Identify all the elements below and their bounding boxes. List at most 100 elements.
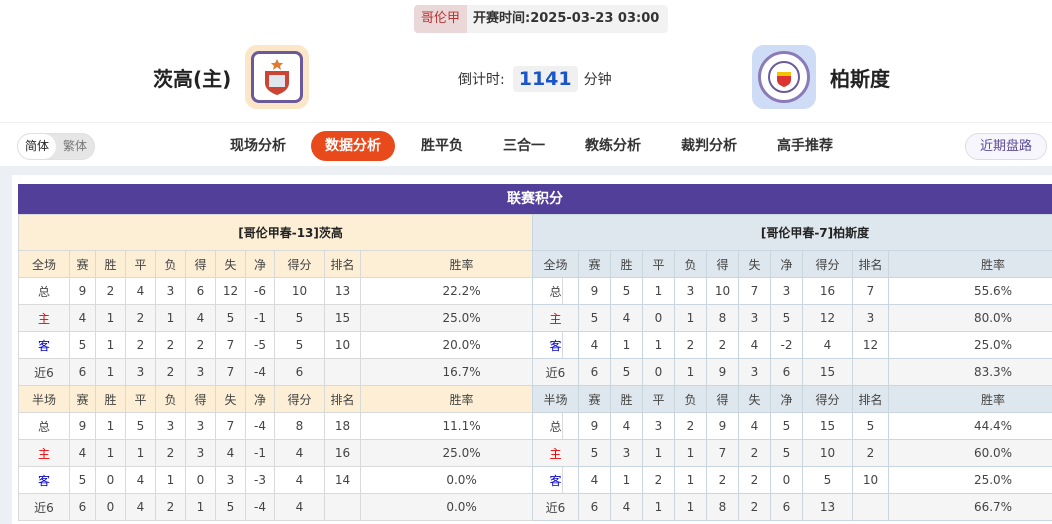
- column-header: 赛: [578, 250, 611, 278]
- column-header: 负: [155, 385, 186, 413]
- row-label: 客: [18, 466, 70, 494]
- table-cell: 13: [324, 277, 361, 305]
- team-label: [哥伦甲春-13]茨高: [17, 214, 564, 251]
- table-cell: 3: [185, 412, 216, 440]
- tab-live-analysis[interactable]: 现场分析: [230, 138, 286, 154]
- table-row: 近6 6 5 0 1 9 3 6 15 83.3%: [532, 358, 1052, 386]
- column-header: 全场: [18, 250, 70, 278]
- column-header: 赛: [578, 385, 611, 413]
- table-cell: 2: [738, 466, 771, 494]
- column-header: 净: [770, 385, 803, 413]
- table-cell: 66.7%: [888, 493, 1052, 521]
- table-cell: 6: [578, 493, 611, 521]
- table-cell: 9: [69, 412, 96, 440]
- table-cell: 18: [324, 412, 361, 440]
- table-row: 近6 6 1 3 2 3 7 -4 6 16.7%: [18, 358, 564, 386]
- table-cell: 15: [324, 304, 361, 332]
- table-row: 主 4 1 2 1 4 5 -1 5 15 25.0%: [18, 304, 564, 332]
- table-cell: -6: [245, 277, 275, 305]
- lang-simplified[interactable]: 简体: [18, 134, 57, 159]
- team-label: [哥伦甲春-7]柏斯度: [532, 214, 1052, 251]
- table-cell: 5: [770, 439, 803, 467]
- column-header: 胜率: [888, 250, 1052, 278]
- tab-coach-analysis[interactable]: 教练分析: [585, 138, 641, 154]
- table-cell: -3: [245, 466, 275, 494]
- lang-traditional[interactable]: 繁体: [63, 139, 88, 153]
- table-cell: 1: [642, 493, 675, 521]
- table-cell: 25.0%: [888, 331, 1052, 359]
- table-cell: 4: [610, 493, 643, 521]
- tab-expert-picks[interactable]: 高手推荐: [777, 138, 833, 154]
- tab-data-analysis[interactable]: 数据分析: [311, 131, 395, 161]
- full-header-row: 全场赛胜平负得失净得分 排名 胜率: [532, 250, 1052, 278]
- table-cell: 3: [185, 439, 216, 467]
- column-header: 得分: [274, 250, 325, 278]
- table-cell: 1: [674, 358, 707, 386]
- table-cell: 2: [95, 277, 126, 305]
- tab-referee-analysis[interactable]: 裁判分析: [681, 138, 737, 154]
- table-cell: 7: [215, 412, 246, 440]
- table-row: 客 4 1 2 1 2 2 0 5 10 25.0%: [532, 466, 1052, 494]
- recent-odds-button[interactable]: 近期盘路: [965, 133, 1047, 160]
- table-cell: 0.0%: [359, 493, 564, 521]
- tab-three-in-one[interactable]: 三合一: [503, 138, 545, 154]
- table-cell: 3: [852, 304, 889, 332]
- column-header: 排名: [324, 250, 361, 278]
- row-label: 总: [532, 277, 579, 305]
- table-cell: 10: [802, 439, 853, 467]
- table-cell: 25.0%: [359, 439, 564, 467]
- table-cell: 14: [324, 466, 361, 494]
- column-header: 半场: [18, 385, 70, 413]
- table-cell: 2: [155, 358, 186, 386]
- countdown: 倒计时: 1141 分钟: [458, 66, 612, 92]
- away-standings-table: [哥伦甲春-7]柏斯度 全场赛胜平负得失净得分 排名 胜率总 9 5 1 3 10 7 3 16 7 55…: [532, 214, 1052, 521]
- table-cell: 5: [274, 304, 325, 332]
- table-cell: 0: [642, 358, 675, 386]
- table-cell: 3: [185, 358, 216, 386]
- table-cell: 1: [610, 466, 643, 494]
- table-cell: 1: [674, 466, 707, 494]
- column-header: 负: [155, 250, 186, 278]
- table-cell: 2: [674, 412, 707, 440]
- home-team-name: 茨高(主): [153, 66, 232, 91]
- table-cell: 2: [852, 439, 889, 467]
- table-cell: 4: [578, 331, 611, 359]
- away-team-name: 柏斯度: [830, 66, 890, 91]
- table-cell: 2: [155, 493, 186, 521]
- column-header: 得: [706, 385, 739, 413]
- row-label: 主: [18, 439, 70, 467]
- table-cell: 1: [95, 304, 126, 332]
- table-cell: 1: [95, 412, 126, 440]
- table-cell: 10: [274, 277, 325, 305]
- table-cell: 3: [610, 439, 643, 467]
- table-cell: -1: [245, 439, 275, 467]
- language-toggle[interactable]: 简体 繁体: [17, 133, 96, 160]
- table-cell: 15: [802, 412, 853, 440]
- away-team[interactable]: 柏斯度: [752, 45, 890, 109]
- table-cell: 5: [215, 304, 246, 332]
- column-header: 负: [674, 385, 707, 413]
- table-row: 近6 6 4 1 1 8 2 6 13 66.7%: [532, 493, 1052, 521]
- table-cell: 11.1%: [359, 412, 564, 440]
- league-badge[interactable]: 哥伦甲: [414, 5, 468, 33]
- table-cell: 4: [185, 304, 216, 332]
- table-cell: 4: [738, 412, 771, 440]
- table-cell: 5: [610, 277, 643, 305]
- column-header: 失: [215, 385, 246, 413]
- start-time: 2025-03-23 03:00: [530, 11, 660, 26]
- table-row: 主 4 1 1 2 3 4 -1 4 16 25.0%: [18, 439, 564, 467]
- table-row: 主 5 4 0 1 8 3 5 12 3 80.0%: [532, 304, 1052, 332]
- table-cell: 83.3%: [888, 358, 1052, 386]
- table-cell: 5: [69, 331, 96, 359]
- tab-win-draw-lose[interactable]: 胜平负: [421, 138, 463, 154]
- countdown-unit: 分钟: [583, 72, 612, 88]
- table-cell: 2: [674, 331, 707, 359]
- table-cell: 7: [738, 277, 771, 305]
- row-label: 近6: [532, 358, 579, 386]
- half-header-row: 半场赛胜平负得失净得分 排名 胜率: [532, 385, 1052, 413]
- table-cell: 16: [324, 439, 361, 467]
- column-header: 得分: [802, 385, 853, 413]
- column-header: 净: [245, 385, 275, 413]
- table-cell: 16: [802, 277, 853, 305]
- home-team[interactable]: 茨高(主): [153, 45, 310, 109]
